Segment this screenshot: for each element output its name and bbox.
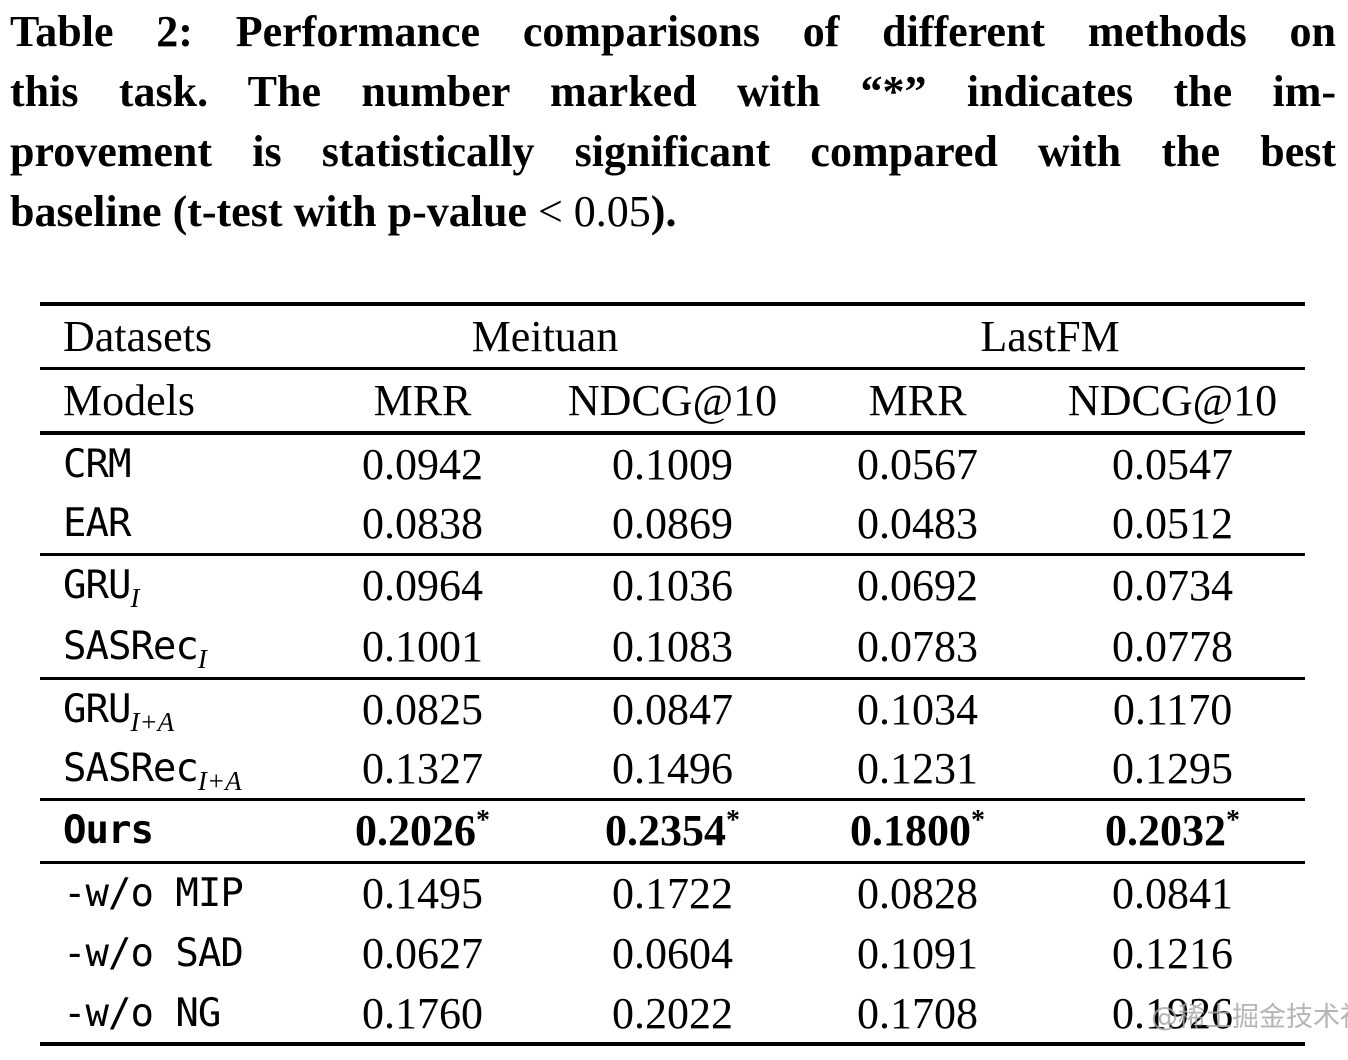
site-watermark: @稀土掘金技术社区 bbox=[1151, 1002, 1348, 1033]
model-name: EAR bbox=[63, 500, 131, 546]
table-row-wo-sad: -w/o SAD 0.0627 0.0604 0.1091 0.1216 bbox=[40, 923, 1305, 984]
metric-value-starred: 0.2032* bbox=[1040, 797, 1306, 862]
header-metric-meituan-mrr: MRR bbox=[295, 366, 550, 433]
metric-value: 0.2354 bbox=[605, 806, 726, 855]
model-base: SASRec bbox=[63, 745, 199, 791]
table-row-wo-mip: -w/o MIP 0.1495 0.1722 0.0828 0.0841 bbox=[40, 860, 1306, 923]
metric-value-starred: 0.1800* bbox=[795, 797, 1041, 862]
metric-value: 0.2032 bbox=[1105, 806, 1227, 855]
metric-value: 0.0604 bbox=[612, 929, 733, 978]
header-group-meituan: Meituan bbox=[471, 311, 619, 361]
metric-value: 0.1496 bbox=[612, 743, 733, 793]
model-base: GRU bbox=[63, 686, 131, 732]
significance-star: * bbox=[476, 805, 490, 836]
caption-text-post: ). bbox=[650, 187, 677, 236]
table-row-gru-ia: GRUI+A 0.0825 0.0847 0.1034 0.1170 bbox=[40, 676, 1306, 739]
metric-value: 0.0734 bbox=[1040, 552, 1306, 616]
model-name: CRM bbox=[40, 431, 295, 494]
header-datasets: Datasets bbox=[63, 311, 213, 361]
metric-value: 0.1083 bbox=[612, 621, 733, 671]
model-name: SASRecI+A bbox=[40, 739, 295, 799]
metric-value: 0.0838 bbox=[362, 498, 483, 548]
metric-value: 0.1760 bbox=[362, 988, 483, 1038]
caption-math-expression: < 0.05 bbox=[537, 187, 651, 236]
caption-text-pre: baseline (t-test with p-value bbox=[10, 187, 538, 236]
metric-value: 0.0847 bbox=[550, 676, 796, 739]
metric-value: 0.0825 bbox=[295, 676, 550, 739]
metric-value: 0.1216 bbox=[1112, 929, 1234, 978]
model-subscript: I+A bbox=[197, 765, 242, 796]
metric-value: 0.1722 bbox=[550, 860, 796, 923]
header-row-metrics: Models MRR NDCG@10 MRR NDCG@10 bbox=[40, 366, 1306, 433]
metric-value: 0.1495 bbox=[295, 860, 550, 923]
header-metric-lastfm-ndcg10: NDCG@10 bbox=[1040, 366, 1306, 433]
metric-value: 0.1009 bbox=[550, 431, 796, 494]
metric-value: 0.1091 bbox=[857, 929, 979, 978]
model-name: -w/o MIP bbox=[40, 860, 295, 923]
metric-value: 0.1295 bbox=[1112, 743, 1234, 793]
model-name: -w/o NG bbox=[63, 990, 221, 1036]
metric-value-starred: 0.2026* bbox=[295, 797, 550, 862]
table-row-gru-i: GRUI 0.0964 0.1036 0.0692 0.0734 bbox=[40, 552, 1306, 616]
model-base: GRU bbox=[63, 563, 131, 609]
metric-value: 0.0778 bbox=[1112, 621, 1234, 671]
metric-value: 0.1800 bbox=[850, 806, 972, 855]
header-group-lastfm: LastFM bbox=[980, 311, 1120, 361]
metric-value: 0.0942 bbox=[295, 431, 550, 494]
model-name: GRUI bbox=[40, 552, 295, 616]
caption-line-3: provement is statistically significant c… bbox=[10, 127, 1336, 176]
model-subscript: I bbox=[197, 643, 207, 674]
model-name: Ours bbox=[40, 797, 295, 862]
significance-star: * bbox=[1226, 805, 1241, 836]
metric-value: 0.0483 bbox=[857, 498, 979, 548]
table-row-sasrec-i: SASRecI 0.1001 0.1083 0.0783 0.0778 bbox=[40, 616, 1305, 678]
metric-value: 0.0627 bbox=[362, 929, 483, 978]
metric-value: 0.0783 bbox=[857, 621, 979, 671]
table-row-ours: Ours 0.2026* 0.2354* 0.1800* 0.2032* bbox=[40, 797, 1306, 862]
metric-value: 0.1001 bbox=[362, 621, 483, 671]
metric-value: 0.1034 bbox=[795, 676, 1041, 739]
significance-star: * bbox=[971, 805, 986, 836]
metric-value: 0.0964 bbox=[295, 552, 550, 616]
model-name: GRUI+A bbox=[40, 676, 295, 739]
metric-value: 0.0869 bbox=[612, 498, 733, 548]
metric-value: 0.0828 bbox=[795, 860, 1041, 923]
table-row-ear: EAR 0.0838 0.0869 0.0483 0.0512 bbox=[40, 494, 1305, 554]
header-row-datasets: Datasets Meituan LastFM bbox=[40, 304, 1305, 368]
significance-star: * bbox=[726, 805, 740, 836]
caption-line-1: Table 2: Performance comparisons of diff… bbox=[10, 7, 1336, 56]
metric-value: 0.1327 bbox=[362, 743, 483, 793]
header-models: Models bbox=[40, 366, 295, 433]
model-subscript: I bbox=[130, 583, 140, 614]
table-row-sasrec-ia: SASRecI+A 0.1327 0.1496 0.1231 0.1295 bbox=[40, 739, 1305, 799]
table-row-wo-ng: -w/o NG 0.1760 0.2022 0.1708 0.1926 bbox=[40, 984, 1305, 1044]
metric-value: 0.0692 bbox=[795, 552, 1041, 616]
metric-value: 0.0547 bbox=[1040, 431, 1306, 494]
header-metric-lastfm-mrr: MRR bbox=[795, 366, 1041, 433]
results-table: Datasets Meituan LastFM Models MRR NDCG@… bbox=[40, 302, 1306, 1046]
model-name: SASRecI bbox=[40, 616, 295, 678]
metric-value: 0.0567 bbox=[795, 431, 1041, 494]
model-base: SASRec bbox=[63, 623, 199, 669]
metric-value: 0.1926 bbox=[1112, 988, 1234, 1038]
caption-line-2: this task. The number marked with “*” in… bbox=[10, 67, 1336, 116]
caption-line-4: baseline (t-test with p-value < 0.05). bbox=[10, 182, 1336, 242]
metric-value: 0.1036 bbox=[550, 552, 796, 616]
metric-value: 0.1170 bbox=[1040, 676, 1306, 739]
metric-value: 0.1231 bbox=[857, 743, 979, 793]
metric-value: 0.0841 bbox=[1040, 860, 1306, 923]
metric-value: 0.0512 bbox=[1112, 498, 1234, 548]
table-caption: Table 2: Performance comparisons of diff… bbox=[10, 2, 1336, 242]
header-metric-meituan-ndcg10: NDCG@10 bbox=[550, 366, 796, 433]
table-row-crm: CRM 0.0942 0.1009 0.0567 0.0547 bbox=[40, 431, 1306, 494]
metric-value-starred: 0.2354* bbox=[550, 797, 796, 862]
model-name: -w/o SAD bbox=[63, 931, 244, 976]
metric-value: 0.2022 bbox=[612, 988, 733, 1038]
metric-value: 0.2026 bbox=[355, 806, 476, 855]
metric-value: 0.1708 bbox=[857, 988, 979, 1038]
model-subscript: I+A bbox=[130, 706, 175, 737]
